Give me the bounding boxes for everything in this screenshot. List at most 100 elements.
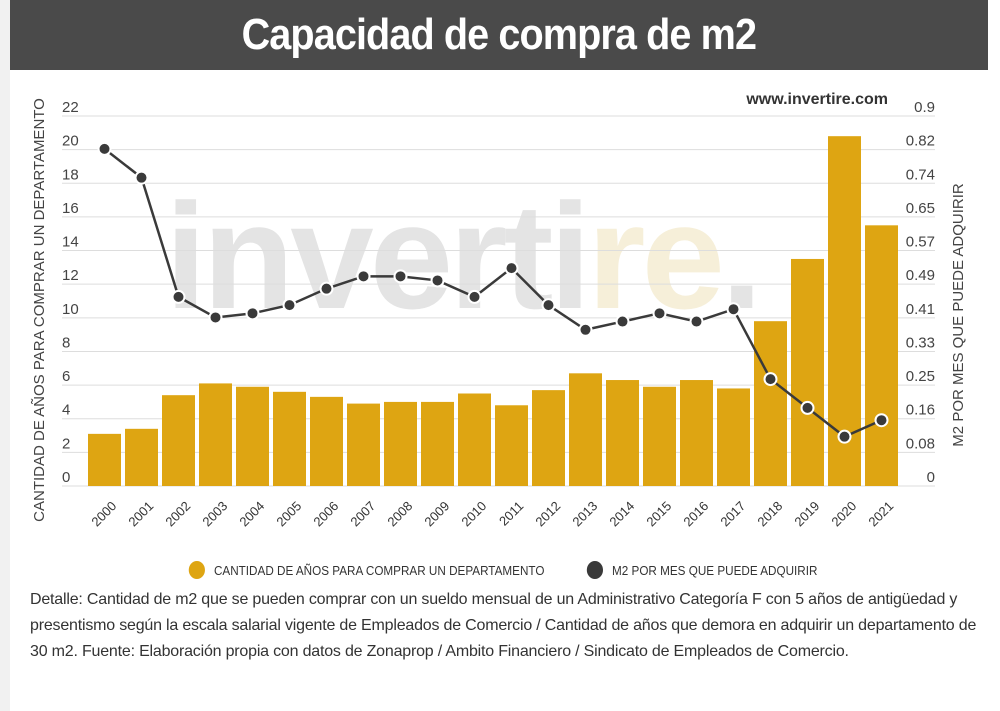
right-tick-label: 0.41 <box>906 301 935 318</box>
bar-2006 <box>310 396 343 486</box>
left-tick-label: 18 <box>62 166 79 183</box>
legend-label-line: M2 POR MES QUE PUEDE ADQUIRIR <box>612 562 818 578</box>
series-line <box>103 147 883 439</box>
line-point-2005 <box>282 298 297 313</box>
line-point-2015 <box>652 306 667 321</box>
bar-2011 <box>495 405 528 486</box>
source-url: www.invertire.com <box>745 91 888 108</box>
line-point-2004 <box>245 306 260 321</box>
bar-2004 <box>236 386 269 486</box>
right-tick-label: 0 <box>927 469 935 486</box>
title-bar: Capacidad de compra de m2 <box>10 0 988 70</box>
bar-2015 <box>643 386 676 486</box>
legend-item-bars: CANTIDAD DE AÑOS PARA COMPRAR UN DEPARTA… <box>189 561 545 579</box>
x-tick-label: 2007 <box>347 498 378 529</box>
bar-2002 <box>162 395 195 486</box>
left-tick-label: 12 <box>62 267 79 284</box>
x-tick-label: 2013 <box>569 498 600 529</box>
left-tick-label: 22 <box>62 99 79 116</box>
left-tick-label: 14 <box>62 234 79 251</box>
x-tick-label: 2002 <box>162 498 193 529</box>
bar-2016 <box>680 380 713 486</box>
legend-item-line: M2 POR MES QUE PUEDE ADQUIRIR <box>587 561 818 579</box>
right-tick-label: 0.49 <box>906 267 935 284</box>
left-tick-label: 2 <box>62 435 70 452</box>
right-tick-label: 0.16 <box>906 402 935 419</box>
bar-2000 <box>88 433 121 486</box>
bar-2017 <box>717 388 750 486</box>
line-point-2021 <box>874 413 889 428</box>
left-edge <box>0 0 10 711</box>
left-tick-label: 20 <box>62 133 79 150</box>
right-tick-label: 0.74 <box>906 166 935 183</box>
line-point-2000 <box>97 141 112 156</box>
x-tick-label: 2006 <box>310 498 341 529</box>
left-tick-label: 16 <box>62 200 79 217</box>
legend-label-bars: CANTIDAD DE AÑOS PARA COMPRAR UN DEPARTA… <box>214 562 545 578</box>
line-point-2001 <box>134 170 149 185</box>
bar-2001 <box>125 428 158 486</box>
bar-2009 <box>421 401 454 486</box>
right-tick-label: 0.82 <box>906 133 935 150</box>
x-tick-label: 2021 <box>865 498 896 529</box>
x-tick-label: 2020 <box>828 498 859 529</box>
line-point-2018 <box>763 372 778 387</box>
x-tick-label: 2015 <box>643 498 674 529</box>
bar-2013 <box>569 373 602 486</box>
bar-2007 <box>347 403 380 486</box>
bar-2003 <box>199 383 232 486</box>
detail-text: Detalle: Cantidad de m2 que se pueden co… <box>30 591 977 660</box>
watermark-part3: . <box>721 172 759 340</box>
x-tick-label: 2011 <box>496 498 526 528</box>
bar-2019 <box>791 258 824 486</box>
right-tick-label: 0.57 <box>906 234 935 251</box>
line-point-2006 <box>319 281 334 296</box>
x-tick-label: 2005 <box>273 498 304 529</box>
x-tick-label: 2009 <box>421 498 452 529</box>
left-tick-label: 8 <box>62 334 70 351</box>
x-tick-label: 2010 <box>458 498 489 529</box>
line-point-2007 <box>356 269 371 284</box>
x-tick-label: 2019 <box>791 498 822 529</box>
x-tick-label: 2012 <box>532 498 563 529</box>
bar-2014 <box>606 380 639 486</box>
x-tick-label: 2016 <box>680 498 711 529</box>
legend: CANTIDAD DE AÑOS PARA COMPRAR UN DEPARTA… <box>0 561 1000 579</box>
x-tick-label: 2008 <box>384 498 415 529</box>
right-tick-label: 0.9 <box>914 99 935 116</box>
x-tick-label: 2017 <box>717 498 748 529</box>
chart-title: Capacidad de compra de m2 <box>241 10 757 59</box>
x-tick-label: 2003 <box>199 498 230 529</box>
line-point-2002 <box>171 289 186 304</box>
x-tick-label: 2000 <box>88 498 119 529</box>
bar-2021 <box>865 225 898 486</box>
right-tick-label: 0.65 <box>906 200 935 217</box>
left-axis-title: CANTIDAD DE AÑOS PARA COMPRAR UN DEPARTA… <box>31 98 48 522</box>
x-tick-label: 2004 <box>236 498 267 529</box>
right-tick-label: 0.08 <box>906 435 935 452</box>
bar-2018 <box>754 321 787 486</box>
left-tick-label: 6 <box>62 368 70 385</box>
x-tick-label: 2014 <box>606 498 637 529</box>
bar-2010 <box>458 393 491 486</box>
line-point-2016 <box>689 314 704 329</box>
left-tick-label: 10 <box>62 301 79 318</box>
line-point-2014 <box>615 314 630 329</box>
left-tick-label: 0 <box>62 469 70 486</box>
right-axis-title: M2 POR MES QUE PUEDE ADQUIRIR <box>950 183 967 447</box>
x-tick-label: 2001 <box>125 498 156 529</box>
line-point-2009 <box>430 273 445 288</box>
watermark-part1: inverti <box>165 172 587 340</box>
right-tick-label: 0.25 <box>906 368 935 385</box>
bar-2005 <box>273 391 306 486</box>
line-point-2017 <box>726 302 741 317</box>
line-point-2010 <box>467 289 482 304</box>
line-point-2012 <box>541 298 556 313</box>
legend-swatch-line <box>587 561 604 579</box>
line-point-2011 <box>504 261 519 276</box>
legend-swatch-bars <box>189 561 206 579</box>
line-point-2020 <box>837 429 852 444</box>
bar-2008 <box>384 401 417 486</box>
